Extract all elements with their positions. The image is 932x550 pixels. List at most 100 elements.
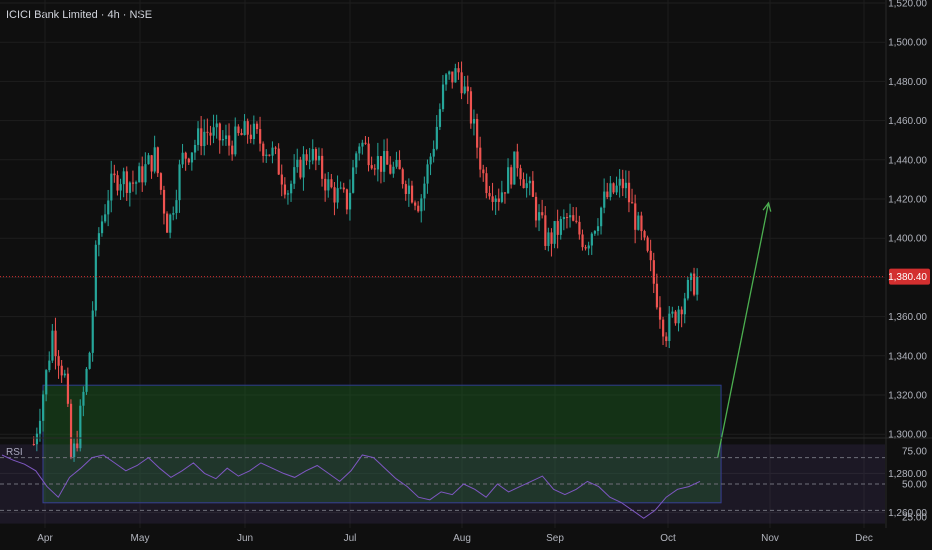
candle-down (534, 196, 538, 221)
candle-up (224, 135, 228, 140)
candle-down (680, 309, 683, 315)
x-tick-label: Sep (546, 533, 564, 544)
candle-up (308, 160, 311, 162)
candle-down (54, 330, 57, 357)
candle-down (693, 273, 696, 295)
candle-down (206, 131, 209, 133)
candle-up (212, 127, 215, 136)
x-tick-label: Oct (660, 533, 676, 544)
candle-up (169, 214, 172, 233)
candle-down (150, 155, 153, 172)
candle-down (200, 128, 203, 147)
candle-up (51, 330, 54, 361)
candle-up (615, 185, 618, 193)
candle-up (438, 109, 442, 127)
candle-up (528, 180, 531, 184)
candle-down (379, 156, 383, 172)
candle-up (138, 166, 141, 183)
candle-down (469, 91, 473, 124)
candle-up (100, 221, 104, 234)
candle-down (460, 72, 463, 94)
candle-up (383, 151, 386, 172)
candle-up (600, 207, 603, 227)
candle-up (472, 118, 476, 124)
candle-down (404, 184, 407, 194)
candle-up (553, 221, 556, 244)
candle-up (181, 152, 184, 165)
candle-up (197, 128, 200, 145)
candle-down (370, 165, 373, 169)
candle-down (584, 247, 587, 249)
x-tick-label: Jun (237, 533, 253, 544)
candle-down (262, 143, 265, 156)
candle-down (417, 205, 420, 212)
y-tick-label: 1,440.00 (888, 155, 927, 166)
candle-down (386, 151, 389, 165)
y-tick-label: 1,300.00 (888, 430, 927, 441)
candle-down (451, 71, 454, 83)
candle-up (302, 154, 305, 178)
candle-down (240, 133, 243, 136)
candle-down (575, 220, 578, 222)
candle-up (221, 139, 225, 141)
projection-arrowhead (762, 201, 772, 212)
y-tick-label: 1,400.00 (888, 234, 927, 245)
candle-up (395, 159, 398, 167)
candle-up (122, 171, 125, 185)
candle-down (621, 178, 624, 189)
x-tick-label: Nov (761, 533, 779, 544)
candle-up (38, 420, 42, 434)
candle-up (119, 184, 122, 191)
candle-down (280, 174, 283, 185)
candle-down (324, 178, 327, 191)
candle-down (187, 158, 190, 163)
rsi-tick-label: 75.00 (902, 447, 927, 458)
candle-down (259, 129, 262, 144)
candle-down (330, 179, 333, 188)
candle-down (364, 142, 367, 144)
candle-down (479, 147, 482, 170)
candle-up (668, 313, 671, 341)
candle-down (531, 180, 535, 197)
rsi-label: RSI (6, 447, 23, 458)
candle-up (348, 192, 352, 210)
candle-up (203, 131, 206, 147)
candle-down (414, 202, 417, 206)
candle-down (314, 149, 318, 161)
candle-up (559, 219, 562, 235)
candle-down (162, 189, 166, 214)
candle-down (218, 123, 221, 141)
candle-down (497, 198, 500, 202)
candle-down (476, 118, 479, 148)
candle-down (643, 231, 646, 238)
candle-down (231, 145, 234, 155)
candle-down (277, 148, 280, 175)
candle-up (63, 373, 66, 376)
y-tick-label: 1,260.00 (888, 508, 927, 519)
y-tick-label: 1,460.00 (888, 116, 927, 127)
candle-down (491, 196, 494, 202)
candle-up (234, 126, 237, 155)
chart-title: ICICI Bank Limited · 4h · NSE (6, 9, 153, 21)
candle-up (85, 368, 88, 392)
candle-up (689, 273, 693, 280)
candle-down (662, 319, 665, 337)
candle-down (457, 68, 460, 73)
candle-down (606, 191, 609, 198)
candles (32, 61, 699, 462)
candle-down (541, 212, 544, 216)
candle-up (97, 233, 101, 245)
candle-down (116, 175, 119, 191)
candle-up (104, 214, 107, 222)
candle-down (367, 143, 370, 166)
candle-up (432, 148, 435, 157)
candle-down (131, 182, 135, 184)
candle-up (500, 192, 504, 202)
candle-down (510, 167, 513, 185)
candle-up (361, 142, 364, 147)
candle-down (255, 123, 259, 130)
candle-up (358, 146, 361, 154)
candle-up (190, 152, 194, 163)
candle-down (516, 151, 519, 169)
candle-up (507, 167, 510, 194)
